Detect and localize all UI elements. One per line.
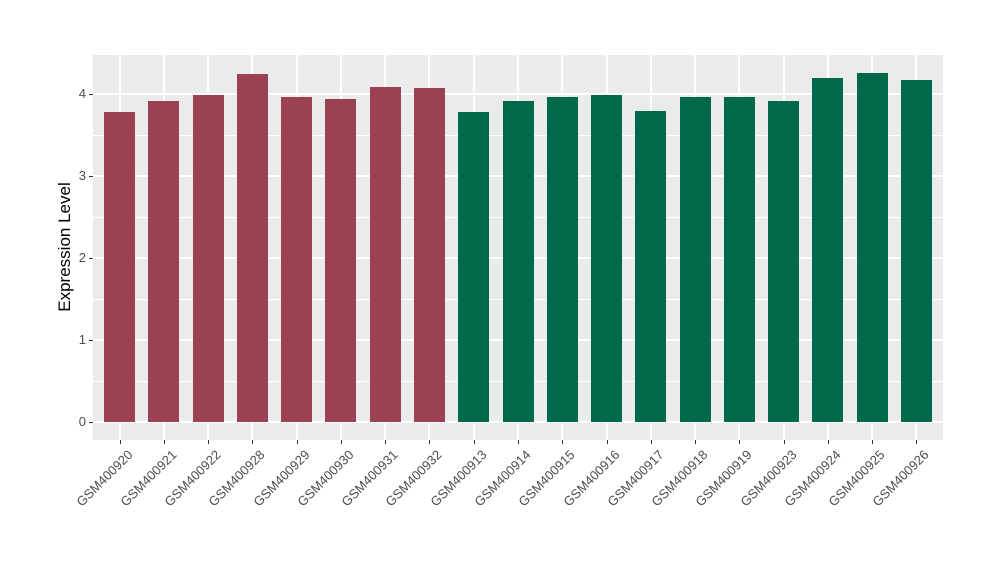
bar-GSM400929	[281, 97, 313, 422]
x-tick-mark	[518, 440, 519, 444]
x-tick-mark	[872, 440, 874, 444]
y-tick-mark	[89, 258, 93, 259]
x-tick-mark	[429, 440, 431, 444]
y-tick-mark	[89, 176, 93, 177]
bar-GSM400919	[723, 97, 755, 422]
bar-GSM400930	[325, 98, 357, 422]
x-tick-mark	[606, 440, 608, 444]
x-tick-mark	[296, 440, 298, 444]
x-tick-label: GSM400926	[869, 447, 933, 510]
x-tick-mark	[650, 440, 652, 444]
y-tick-mark	[89, 94, 93, 95]
bar-GSM400915	[546, 97, 578, 422]
x-tick-mark	[916, 440, 918, 444]
bar-GSM400918	[679, 97, 711, 422]
x-tick-mark	[827, 440, 829, 444]
x-tick-mark	[385, 440, 387, 444]
bar-GSM400924	[812, 77, 844, 422]
y-tick-label: 2	[78, 250, 86, 265]
bar-GSM400921	[148, 100, 180, 422]
bar-GSM400920	[104, 112, 136, 422]
y-tick-mark	[89, 340, 93, 341]
bar-GSM400917	[635, 111, 667, 422]
x-tick-mark	[473, 440, 475, 444]
y-tick-label: 0	[78, 414, 86, 429]
y-axis-title: Expression Level	[55, 182, 74, 312]
y-tick-label: 1	[78, 332, 86, 347]
x-tick-mark	[208, 440, 210, 444]
bar-GSM400928	[236, 74, 268, 422]
x-tick-mark	[739, 440, 741, 444]
y-tick-label: 3	[78, 168, 86, 183]
bar-GSM400914	[502, 100, 534, 422]
bar-GSM400925	[856, 72, 888, 422]
bar-GSM400932	[413, 88, 445, 422]
y-tick-mark	[89, 422, 93, 423]
bar-GSM400913	[458, 112, 490, 422]
x-tick-mark	[119, 440, 121, 444]
x-tick-mark	[562, 440, 564, 444]
y-tick-label: 4	[78, 86, 86, 101]
bar-GSM400923	[768, 100, 800, 422]
x-tick-mark	[695, 440, 697, 444]
x-tick-mark	[252, 440, 254, 444]
bar-GSM400931	[369, 87, 401, 422]
bar-GSM400922	[192, 94, 224, 422]
bar-GSM400926	[900, 80, 932, 422]
x-tick-mark	[340, 440, 342, 444]
plot-panel	[93, 55, 943, 440]
bar-GSM400916	[591, 94, 623, 422]
x-tick-mark	[163, 440, 165, 444]
x-tick-mark	[783, 440, 785, 444]
